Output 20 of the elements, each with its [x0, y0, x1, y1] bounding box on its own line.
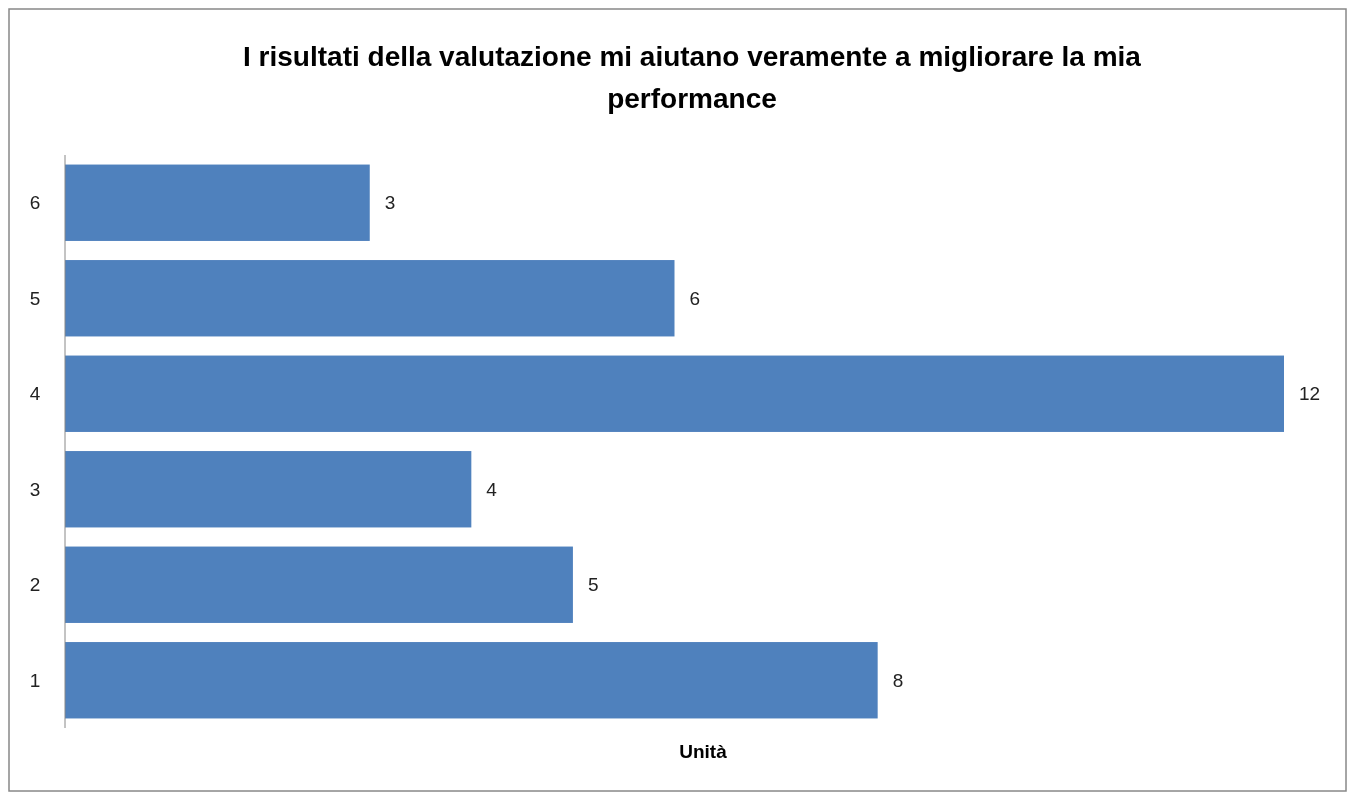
bar	[65, 642, 878, 719]
y-tick-label: 6	[29, 192, 41, 214]
bar	[65, 260, 675, 337]
data-label: 3	[384, 192, 396, 214]
y-tick-label: 4	[29, 383, 41, 405]
y-tick-label: 2	[29, 574, 41, 596]
data-label: 12	[1299, 383, 1321, 405]
chart-title: I risultati della valutazione mi aiutano veramente a migliorare la mia performance	[243, 41, 1142, 114]
bar	[65, 546, 573, 623]
data-label: 6	[689, 287, 701, 309]
bar	[65, 451, 472, 528]
data-label: 4	[486, 478, 498, 500]
bar	[65, 164, 370, 241]
y-tick-label: 5	[29, 287, 41, 309]
data-label: 8	[892, 669, 904, 691]
x-axis-title: Unità	[679, 741, 728, 762]
bar	[65, 355, 1284, 432]
data-label: 5	[587, 574, 599, 596]
y-tick-label: 3	[29, 478, 41, 500]
y-tick-label: 1	[29, 669, 41, 691]
